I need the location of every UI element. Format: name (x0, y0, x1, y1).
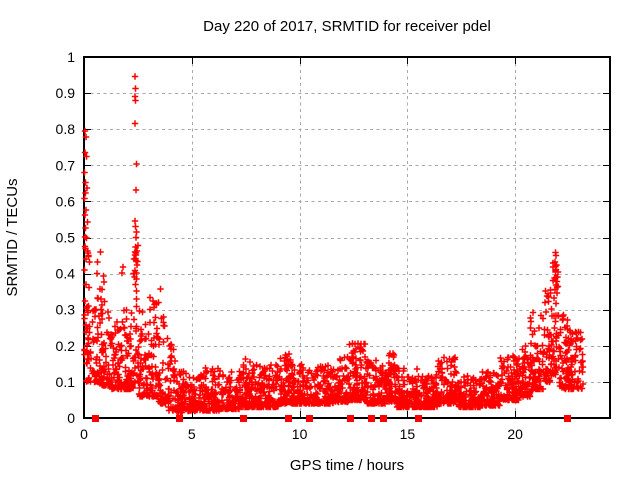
y-tick-label: 1 (67, 49, 75, 65)
axis-square-marker (285, 415, 292, 422)
axis-square-markers (92, 415, 571, 422)
axis-square-marker (92, 415, 99, 422)
x-tick-label: 10 (292, 426, 308, 442)
y-tick-label: 0.5 (56, 230, 76, 246)
axis-square-marker (415, 415, 422, 422)
x-tick-label: 15 (400, 426, 416, 442)
srmtid-points (81, 73, 587, 416)
x-axis-label: GPS time / hours (290, 457, 404, 474)
axis-square-marker (368, 415, 375, 422)
plot-title: Day 220 of 2017, SRMTID for receiver pde… (203, 18, 491, 35)
data-points (81, 73, 587, 416)
axis-square-marker (240, 415, 247, 422)
x-tick-label: 5 (188, 426, 196, 442)
x-tick-label: 20 (507, 426, 523, 442)
x-tick-label: 0 (80, 426, 88, 442)
y-tick-label: 0.4 (56, 266, 76, 282)
y-axis-label: SRMTID / TECUs (4, 178, 21, 296)
y-tick-label: 0.2 (56, 338, 76, 354)
axis-square-marker (564, 415, 571, 422)
y-tick-label: 0.8 (56, 121, 76, 137)
y-tick-label: 0 (67, 410, 75, 426)
y-tick-label: 0.7 (56, 157, 76, 173)
axis-square-marker (380, 415, 387, 422)
y-tick-label: 0.3 (56, 302, 76, 318)
y-tick-label: 0.6 (56, 193, 76, 209)
y-tick-label: 0.1 (56, 374, 76, 390)
y-tick-label: 0.9 (56, 85, 76, 101)
axis-square-marker (347, 415, 354, 422)
tick-labels: 0 5 10 15 20 0 0.1 0.2 0.3 0.4 0.5 0.6 0.7 0.8 0.9 1 (56, 49, 524, 442)
axis-square-marker (176, 415, 183, 422)
axis-square-marker (306, 415, 313, 422)
